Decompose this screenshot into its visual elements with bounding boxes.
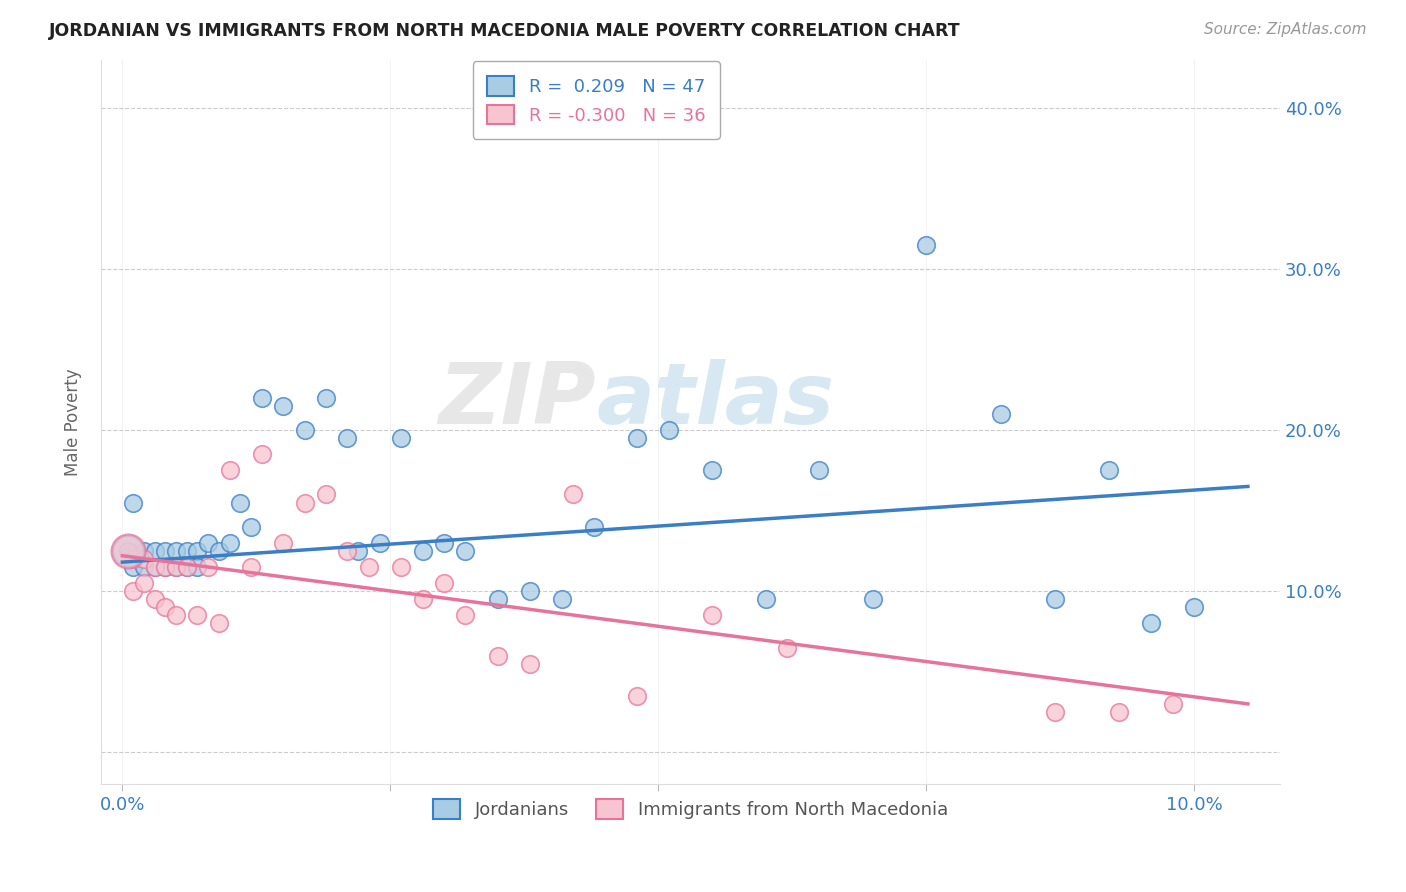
Point (186, 544, 208, 558)
Point (218, 536, 240, 550)
Point (122, 584, 145, 599)
Point (315, 391, 337, 405)
Point (132, 576, 155, 591)
Point (143, 560, 166, 574)
Point (271, 399, 294, 413)
Point (368, 536, 391, 550)
Point (186, 608, 208, 623)
Point (433, 576, 456, 591)
Point (176, 544, 198, 558)
Point (754, 592, 776, 607)
Point (229, 495, 252, 509)
Point (122, 552, 145, 566)
Point (1182, 600, 1205, 615)
Point (433, 536, 456, 550)
Point (862, 592, 884, 607)
Point (357, 560, 380, 574)
Point (155, 544, 177, 558)
Point (165, 560, 187, 574)
Point (143, 592, 166, 607)
Point (240, 560, 263, 574)
Point (117, 544, 139, 558)
Point (389, 560, 412, 574)
Point (1161, 697, 1184, 711)
Point (551, 592, 574, 607)
Point (700, 608, 723, 623)
Text: atlas: atlas (596, 359, 834, 442)
Point (143, 560, 166, 574)
Point (218, 463, 240, 477)
Point (626, 689, 648, 703)
Point (143, 544, 166, 558)
Point (250, 391, 273, 405)
Point (176, 560, 198, 574)
Point (583, 519, 606, 533)
Point (1043, 592, 1066, 607)
Point (117, 544, 139, 558)
Point (155, 560, 177, 574)
Point (990, 407, 1012, 421)
Point (294, 495, 316, 509)
Point (336, 544, 359, 558)
Point (197, 536, 219, 550)
Point (486, 648, 509, 663)
Point (208, 544, 231, 558)
Point (315, 487, 337, 501)
Point (519, 584, 541, 599)
Point (240, 519, 263, 533)
Point (1140, 616, 1163, 631)
Point (486, 592, 509, 607)
Point (271, 536, 294, 550)
Point (336, 431, 359, 445)
Point (122, 495, 145, 509)
Point (454, 608, 477, 623)
Point (132, 560, 155, 574)
Point (454, 544, 477, 558)
Point (776, 640, 799, 655)
Point (1097, 463, 1119, 477)
Point (412, 592, 434, 607)
Point (250, 447, 273, 461)
Text: JORDANIAN VS IMMIGRANTS FROM NORTH MACEDONIA MALE POVERTY CORRELATION CHART: JORDANIAN VS IMMIGRANTS FROM NORTH MACED… (49, 22, 960, 40)
Point (347, 544, 370, 558)
Point (132, 544, 155, 558)
Point (117, 544, 139, 558)
Point (1043, 705, 1066, 719)
Point (155, 600, 177, 615)
Point (186, 560, 208, 574)
Y-axis label: Male Poverty: Male Poverty (65, 368, 82, 475)
Point (389, 431, 412, 445)
Point (412, 544, 434, 558)
Point (165, 608, 187, 623)
Point (915, 237, 938, 252)
Point (519, 657, 541, 671)
Point (808, 463, 831, 477)
Point (155, 560, 177, 574)
Point (658, 423, 681, 437)
Legend: Jordanians, Immigrants from North Macedonia: Jordanians, Immigrants from North Macedo… (426, 792, 955, 826)
Point (122, 560, 145, 574)
Point (165, 544, 187, 558)
Point (561, 487, 583, 501)
Point (176, 560, 198, 574)
Text: ZIP: ZIP (439, 359, 596, 442)
Text: Source: ZipAtlas.com: Source: ZipAtlas.com (1204, 22, 1367, 37)
Point (132, 552, 155, 566)
Point (117, 544, 139, 558)
Point (294, 423, 316, 437)
Point (165, 560, 187, 574)
Point (626, 431, 648, 445)
Point (1108, 705, 1130, 719)
Point (700, 463, 723, 477)
Point (197, 560, 219, 574)
Point (208, 616, 231, 631)
